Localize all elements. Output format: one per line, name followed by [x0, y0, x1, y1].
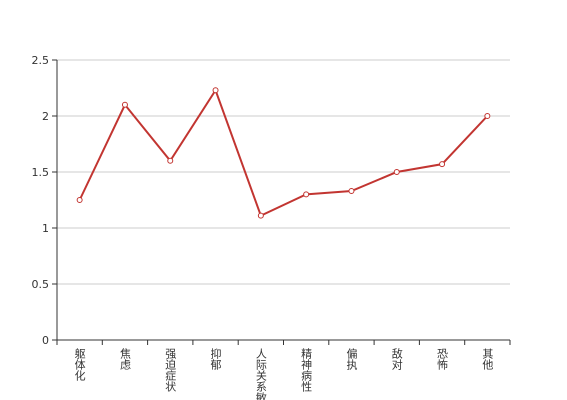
y-tick-label: 2.5	[32, 54, 50, 67]
point	[212, 87, 219, 94]
point	[257, 212, 264, 219]
point	[439, 161, 446, 168]
y-tick-label: 1	[42, 222, 49, 235]
x-tick-label: 抑郁	[209, 347, 222, 370]
point	[348, 188, 355, 195]
x-tick-label: 焦虑	[118, 348, 131, 370]
x-tick-label: 躯体化	[73, 348, 86, 382]
point	[484, 113, 491, 119]
point	[393, 169, 400, 175]
line	[78, 87, 489, 218]
x-tick-label: 其他	[481, 348, 494, 370]
point	[121, 101, 128, 108]
x-tick-label: 人际关系敏感	[254, 348, 267, 400]
y-tick-label: 0.5	[32, 278, 50, 291]
point	[167, 157, 174, 164]
x-tick-label: 恐怖	[436, 348, 449, 370]
x-tick-label: 强迫症状	[164, 348, 177, 392]
x-tick-label: 敌对	[390, 347, 403, 370]
y-tick-label: 2	[42, 110, 49, 123]
x-tick-label: 偏执	[345, 347, 358, 371]
y-tick-label: 0	[42, 334, 49, 347]
point	[76, 197, 83, 203]
y-tick-label: 1.5	[32, 166, 50, 179]
x-tick-label: 精神病性	[300, 348, 313, 393]
point	[303, 191, 310, 198]
